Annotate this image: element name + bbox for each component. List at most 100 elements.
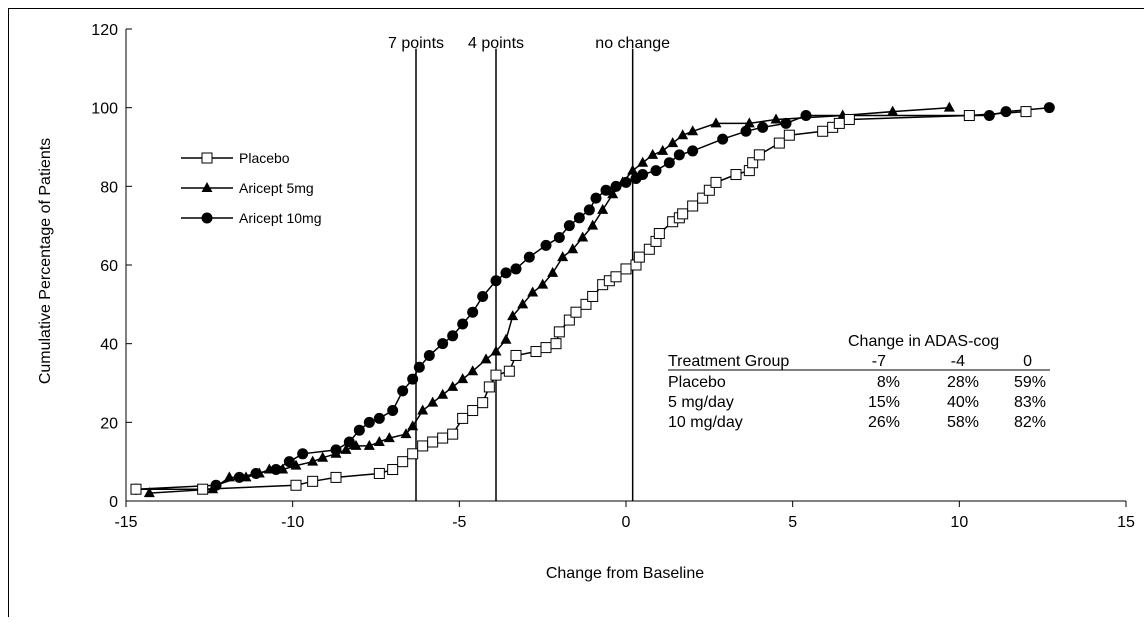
data-point — [757, 121, 769, 133]
data-point — [483, 381, 495, 393]
data-point — [607, 188, 619, 199]
data-point — [570, 306, 582, 318]
legend-marker — [201, 152, 213, 164]
data-point — [557, 251, 569, 262]
data-point — [480, 353, 492, 364]
data-point — [610, 271, 622, 283]
data-point — [467, 405, 479, 417]
data-point — [427, 436, 439, 448]
data-point — [537, 278, 549, 289]
data-point — [710, 176, 722, 188]
x-tick-label: 15 — [1117, 514, 1135, 531]
data-point — [343, 436, 355, 448]
data-point — [447, 380, 459, 391]
table-cell: 40% — [947, 394, 979, 411]
data-point — [143, 487, 155, 498]
data-point — [270, 464, 282, 476]
data-point — [780, 117, 792, 129]
data-point — [983, 110, 995, 122]
data-point — [843, 113, 855, 125]
data-point — [703, 184, 715, 196]
data-point — [770, 113, 782, 124]
table-cell: 28% — [947, 374, 979, 391]
legend: Placebo Aricept 5mg Aricept 10mg — [181, 150, 321, 226]
data-point — [673, 149, 685, 161]
data-point — [437, 432, 449, 444]
data-point — [527, 286, 539, 297]
data-point — [553, 231, 565, 243]
data-point — [587, 290, 599, 302]
data-point — [233, 471, 245, 483]
reference-line-label: no change — [595, 35, 670, 52]
data-point — [743, 117, 755, 128]
data-point — [687, 145, 699, 157]
data-point — [503, 365, 515, 377]
data-point — [373, 412, 385, 424]
data-point — [477, 397, 489, 409]
data-point — [387, 405, 399, 417]
data-point — [637, 156, 649, 167]
data-point — [580, 298, 592, 310]
table-cell: 58% — [947, 414, 979, 431]
data-point — [490, 369, 502, 381]
data-point — [637, 169, 649, 181]
data-point — [250, 467, 262, 479]
table-row: Placebo 8% 28% 59% — [668, 374, 1046, 391]
data-point — [317, 451, 329, 462]
data-point — [627, 164, 639, 175]
legend-marker — [201, 212, 213, 224]
data-point — [657, 144, 669, 155]
table-cell: 26% — [868, 414, 900, 431]
data-point — [467, 306, 479, 318]
data-point — [600, 184, 612, 196]
x-tick-label: -5 — [452, 514, 466, 531]
data-point — [407, 420, 419, 431]
data-point — [457, 373, 469, 384]
data-point — [510, 263, 522, 275]
table-title: Change in ADAS-cog — [848, 333, 999, 350]
data-point — [887, 105, 899, 116]
data-point — [387, 464, 399, 476]
data-point — [563, 314, 575, 326]
data-point — [653, 228, 665, 240]
data-point — [223, 471, 235, 482]
data-point — [643, 243, 655, 255]
data-point — [373, 436, 385, 446]
data-point — [647, 148, 659, 159]
data-point — [567, 243, 579, 254]
data-point — [363, 416, 375, 428]
data-point — [330, 444, 342, 456]
data-point — [330, 471, 342, 483]
reference-line-label: 7 points — [388, 35, 444, 52]
data-point — [597, 203, 609, 214]
x-tick-label: -15 — [114, 514, 137, 531]
legend-item: Placebo — [181, 150, 290, 166]
data-point — [1020, 106, 1032, 118]
table-column-header: 0 — [1023, 353, 1032, 370]
data-point — [663, 157, 675, 169]
data-point — [573, 212, 585, 224]
data-point — [307, 475, 319, 487]
data-point — [530, 346, 542, 358]
data-point — [423, 349, 435, 361]
adas-cog-table: Change in ADAS-cog Treatment Group -7 -4 0 Pl… — [668, 333, 1050, 431]
table-cell: 5 mg/day — [668, 394, 734, 411]
table-cell: 8% — [877, 374, 900, 391]
x-tick-label: -10 — [281, 514, 304, 531]
data-point — [477, 290, 489, 302]
y-tick-label: 60 — [100, 258, 118, 275]
legend-label: Aricept 10mg — [239, 210, 321, 226]
data-point — [510, 349, 522, 361]
y-axis-label: Cumulative Percentage of Patients — [37, 138, 54, 384]
data-point — [773, 137, 785, 149]
table-cell: 15% — [868, 394, 900, 411]
data-point — [650, 165, 662, 177]
data-point — [353, 424, 365, 436]
data-point — [197, 483, 209, 495]
data-point — [677, 129, 689, 140]
data-point — [350, 439, 362, 450]
y-tick-label: 80 — [100, 179, 118, 196]
table-cell: Placebo — [668, 374, 726, 391]
data-point — [783, 129, 795, 141]
